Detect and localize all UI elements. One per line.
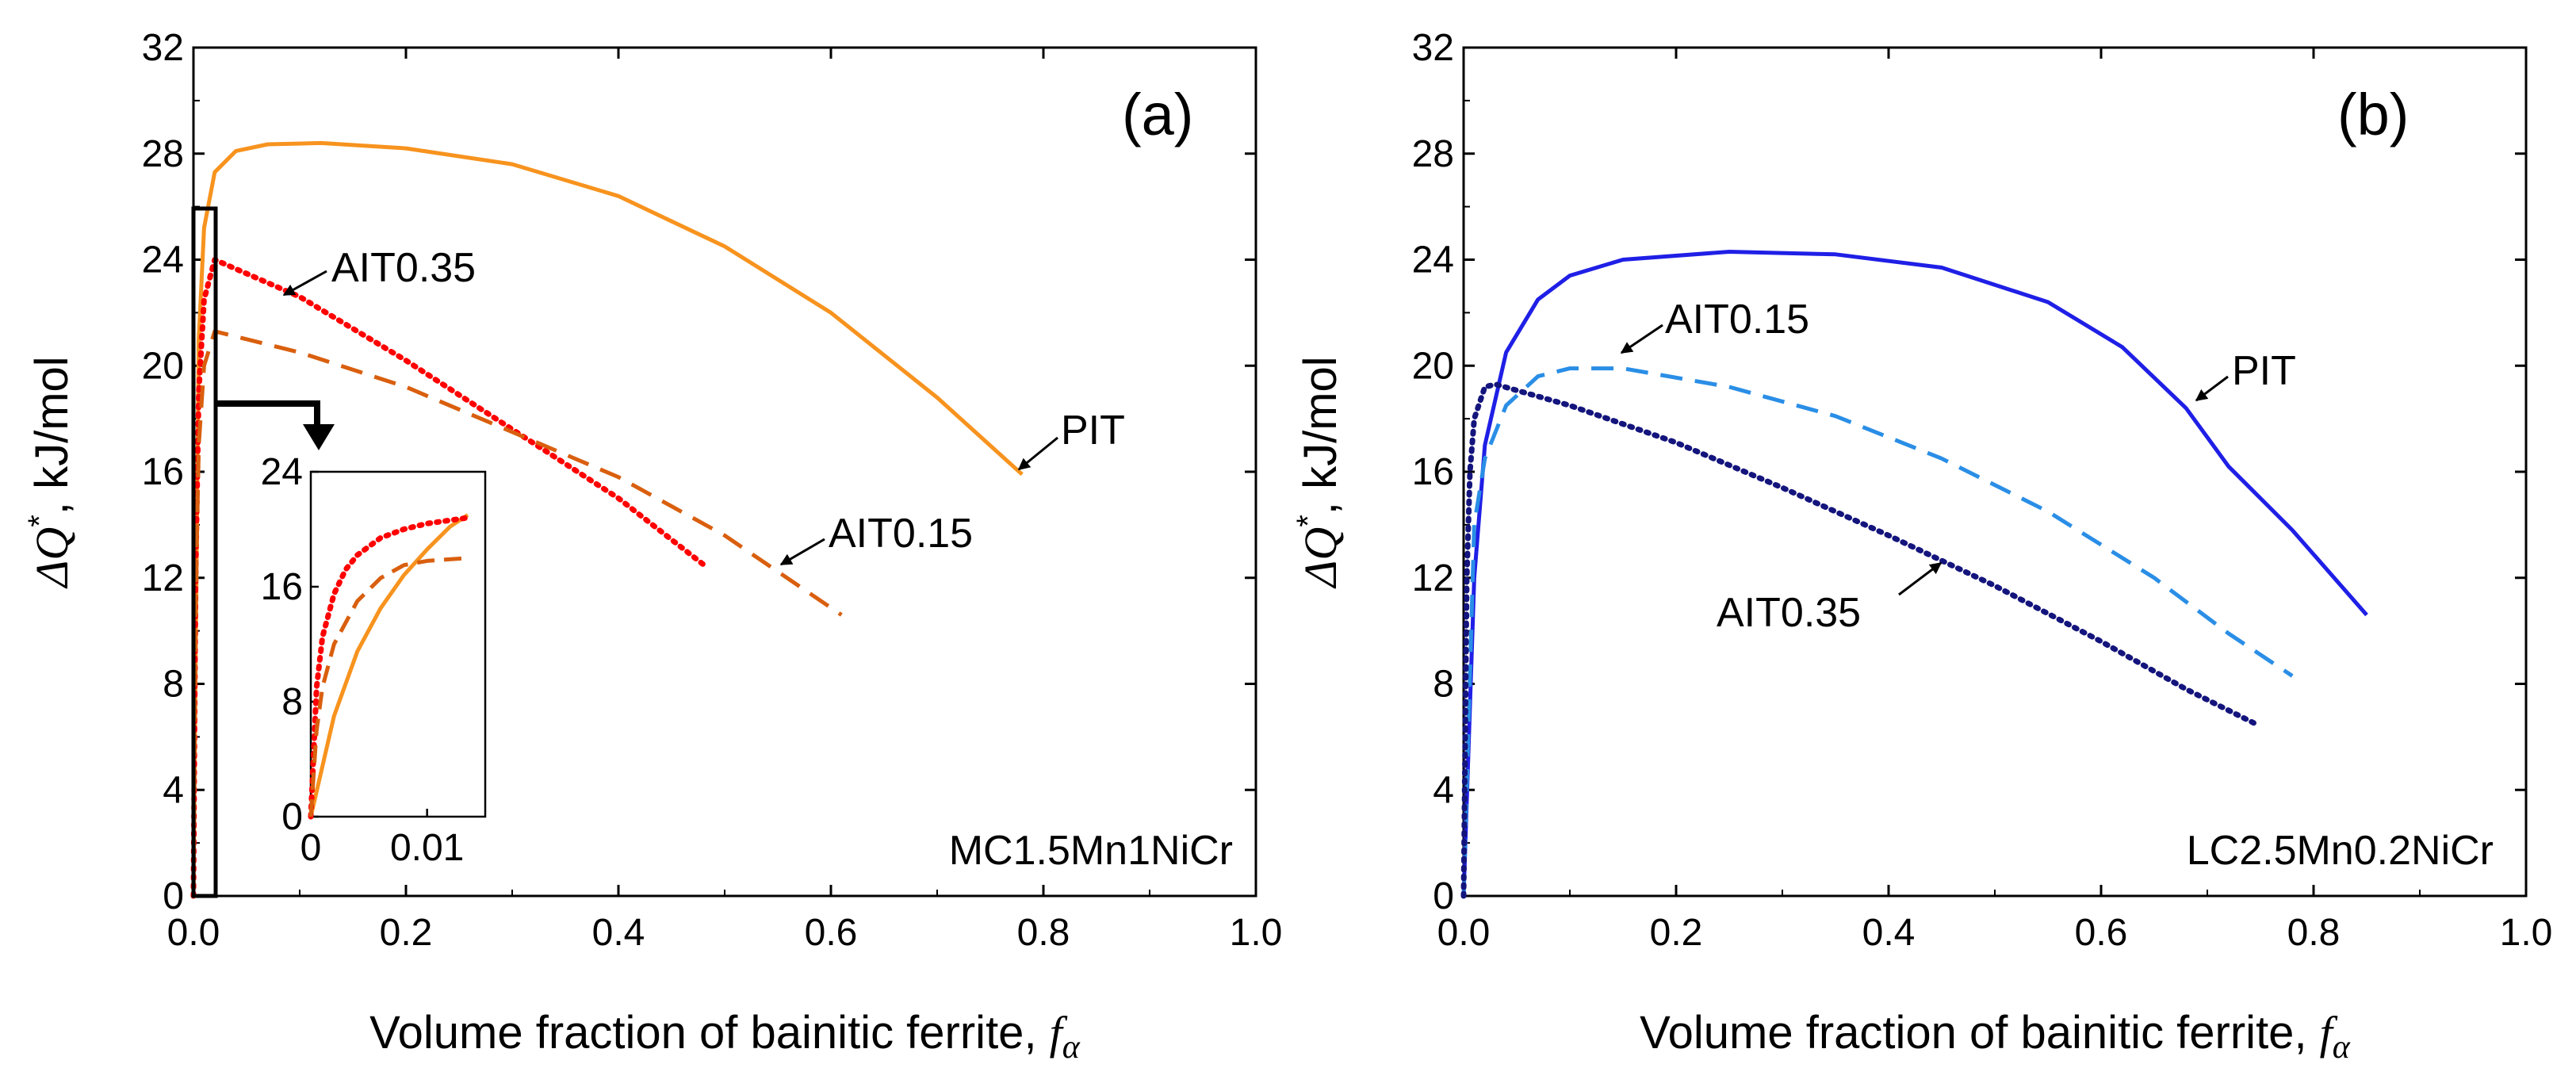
inset-y-tick-label: 0 bbox=[281, 796, 303, 838]
zoom-arrow bbox=[216, 400, 335, 450]
y-tick-label: 24 bbox=[142, 239, 184, 281]
arrow-ait015-b bbox=[1620, 323, 1663, 354]
y-tick-label: 32 bbox=[142, 27, 184, 69]
panel-b: 0 4 8 12 16 20 24 28 32 0.0 0.2 0.4 0.6 0.8 1.0 (b) L… bbox=[1291, 27, 2552, 1066]
x-tick-label: 1.0 bbox=[1230, 912, 1283, 954]
y-tick-label: 20 bbox=[142, 345, 184, 387]
x-tick-label: 0.8 bbox=[1017, 912, 1070, 954]
inset-plot: 0 8 16 24 0 0.01 bbox=[261, 451, 487, 869]
panel-b-y-axis-title: ΔQ*, kJ/mol bbox=[1291, 356, 1346, 588]
series-line-ait015 bbox=[191, 329, 843, 897]
x-tick-label: 0.4 bbox=[592, 912, 645, 954]
y-tick-label: 4 bbox=[163, 769, 184, 811]
y-tick-label: 20 bbox=[1412, 345, 1454, 387]
panel-b-ticks bbox=[1462, 46, 2528, 898]
y-tick-label: 8 bbox=[163, 664, 184, 706]
panel-a-x-axis-title: Volume fraction of bainitic ferrite, fα bbox=[369, 1007, 1081, 1066]
arrow-ait035-b bbox=[1898, 561, 1943, 596]
y-tick-label: 16 bbox=[142, 451, 184, 493]
label-pit-a: PIT bbox=[1061, 408, 1125, 454]
y-tick-label: 12 bbox=[1412, 557, 1454, 599]
series-line-pit bbox=[1461, 250, 2368, 897]
panel-b-y-tick-labels: 0 4 8 12 16 20 24 28 32 bbox=[1412, 27, 1454, 917]
x-tick-label: 0.4 bbox=[1862, 912, 1916, 954]
inset-frame bbox=[309, 470, 487, 818]
inset-y-tick-label: 24 bbox=[261, 451, 303, 493]
inset-ticks: 0 8 16 24 0 0.01 bbox=[261, 451, 465, 869]
y-tick-label: 0 bbox=[1433, 875, 1454, 917]
inset-y-tick-label: 8 bbox=[281, 681, 303, 723]
panel-a-letter: (a) bbox=[1122, 82, 1193, 147]
panel-a-y-axis-title: ΔQ*, kJ/mol bbox=[22, 356, 78, 588]
x-tick-label: 0.8 bbox=[2287, 912, 2341, 954]
y-tick-label: 16 bbox=[1412, 451, 1454, 493]
label-pit-b: PIT bbox=[2232, 348, 2296, 394]
inset-x-tick-label: 0.01 bbox=[390, 827, 464, 869]
zoom-box bbox=[191, 206, 218, 898]
x-tick-label: 1.0 bbox=[2500, 912, 2553, 954]
x-tick-label: 0.0 bbox=[1437, 912, 1491, 954]
panel-b-letter: (b) bbox=[2337, 82, 2409, 147]
inset-series-line-ait015 bbox=[308, 556, 469, 817]
x-tick-label: 0.6 bbox=[805, 912, 858, 954]
label-ait015-a: AIT0.15 bbox=[829, 511, 973, 557]
y-tick-label: 28 bbox=[142, 133, 184, 175]
label-ait035-b: AIT0.35 bbox=[1717, 590, 1861, 636]
y-tick-label: 28 bbox=[1412, 133, 1454, 175]
x-tick-label: 0.6 bbox=[2075, 912, 2128, 954]
y-tick-label: 8 bbox=[1433, 664, 1454, 706]
inset-series-line-ait035 bbox=[308, 515, 471, 820]
arrow-ait035-a bbox=[282, 270, 327, 297]
x-tick-label: 0.2 bbox=[380, 912, 433, 954]
panel-b-x-tick-labels: 0.0 0.2 0.4 0.6 0.8 1.0 bbox=[1437, 912, 2553, 954]
y-tick-label: 4 bbox=[1433, 769, 1454, 811]
series-line-ait035 bbox=[1460, 381, 2258, 899]
panel-b-x-axis-title: Volume fraction of bainitic ferrite, fα bbox=[1640, 1007, 2351, 1066]
inset-y-tick-label: 16 bbox=[261, 566, 303, 608]
label-ait015-b: AIT0.15 bbox=[1665, 297, 1809, 343]
series-line-ait015 bbox=[1461, 366, 2294, 897]
y-tick-label: 32 bbox=[1412, 27, 1454, 69]
y-tick-label: 24 bbox=[1412, 239, 1454, 281]
inset-series bbox=[308, 513, 471, 820]
panel-a-y-tick-labels: 0 4 8 12 16 20 24 28 32 bbox=[142, 27, 184, 917]
arrow-pit-b bbox=[2195, 375, 2229, 402]
panel-a-series bbox=[190, 140, 1024, 899]
panel-a-alloy-label: MC1.5Mn1NiCr bbox=[949, 828, 1233, 874]
panel-a-x-tick-labels: 0.0 0.2 0.4 0.6 0.8 1.0 bbox=[167, 912, 1283, 954]
y-tick-label: 0 bbox=[163, 875, 184, 917]
panel-b-series bbox=[1460, 250, 2368, 899]
arrow-ait015-a bbox=[779, 538, 825, 566]
inset-series-line-pit bbox=[308, 513, 469, 817]
inset-x-tick-label: 0 bbox=[300, 827, 322, 869]
panel-b-alloy-label: LC2.5Mn0.2NiCr bbox=[2187, 828, 2494, 874]
panel-b-frame bbox=[1462, 46, 2528, 898]
series-line-pit bbox=[191, 140, 1024, 897]
series-line-ait035 bbox=[190, 257, 706, 899]
y-tick-label: 12 bbox=[142, 557, 184, 599]
x-tick-label: 0.0 bbox=[167, 912, 220, 954]
x-tick-label: 0.2 bbox=[1650, 912, 1703, 954]
arrow-pit-a bbox=[1017, 436, 1058, 471]
label-ait035-a: AIT0.35 bbox=[331, 245, 476, 291]
panel-a: 0 4 8 12 16 20 24 28 32 0.0 0.2 0.4 0.6 0.8 1.0 (a) M… bbox=[22, 27, 1282, 1066]
